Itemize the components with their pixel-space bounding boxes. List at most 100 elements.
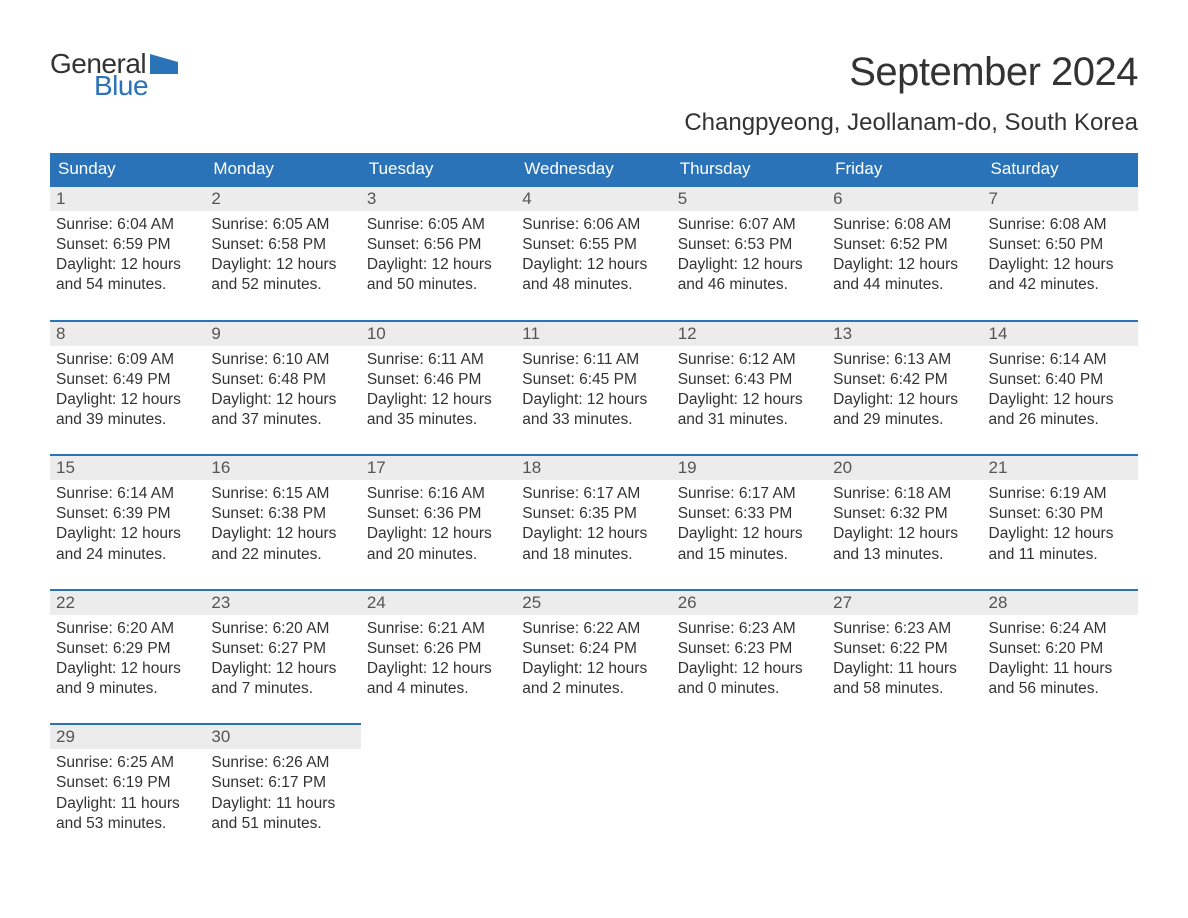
sunset-line: Sunset: 6:43 PM xyxy=(678,370,821,390)
daylight-line: Daylight: 12 hours and 50 minutes. xyxy=(367,255,510,295)
sunset-line: Sunset: 6:19 PM xyxy=(56,773,199,793)
calendar-day: 21Sunrise: 6:19 AMSunset: 6:30 PMDayligh… xyxy=(983,454,1138,565)
daylight-line: Daylight: 12 hours and 22 minutes. xyxy=(211,524,354,564)
day-body: Sunrise: 6:11 AMSunset: 6:45 PMDaylight:… xyxy=(516,346,671,431)
weekday-label: Wednesday xyxy=(516,153,671,185)
calendar-day: 8Sunrise: 6:09 AMSunset: 6:49 PMDaylight… xyxy=(50,320,205,431)
day-body: Sunrise: 6:22 AMSunset: 6:24 PMDaylight:… xyxy=(516,615,671,700)
calendar-day: 28 Sunrise: 6:24 AMSunset: 6:20 PMDayligh… xyxy=(983,589,1138,700)
calendar: Sunday Monday Tuesday Wednesday Thursday… xyxy=(50,153,1138,834)
sunset-line: Sunset: 6:20 PM xyxy=(989,639,1132,659)
day-number: 4 xyxy=(516,185,671,211)
sunset-line: Sunset: 6:27 PM xyxy=(211,639,354,659)
calendar-day: 24Sunrise: 6:21 AMSunset: 6:26 PMDayligh… xyxy=(361,589,516,700)
calendar-day: 10Sunrise: 6:11 AMSunset: 6:46 PMDayligh… xyxy=(361,320,516,431)
day-number: 28 xyxy=(983,589,1138,615)
daylight-line: Daylight: 12 hours and 0 minutes. xyxy=(678,659,821,699)
sunset-line: Sunset: 6:48 PM xyxy=(211,370,354,390)
title-block: September 2024 Changpyeong, Jeollanam-do… xyxy=(684,50,1138,137)
sunset-line: Sunset: 6:35 PM xyxy=(522,504,665,524)
day-number: 2 xyxy=(205,185,360,211)
day-number: 12 xyxy=(672,320,827,346)
sunrise-line: Sunrise: 6:19 AM xyxy=(989,484,1132,504)
sunrise-line: Sunrise: 6:05 AM xyxy=(367,215,510,235)
sunset-line: Sunset: 6:29 PM xyxy=(56,639,199,659)
daylight-line: Daylight: 11 hours and 56 minutes. xyxy=(989,659,1132,699)
calendar-day: 5Sunrise: 6:07 AMSunset: 6:53 PMDaylight… xyxy=(672,185,827,296)
sunrise-line: Sunrise: 6:22 AM xyxy=(522,619,665,639)
sunset-line: Sunset: 6:45 PM xyxy=(522,370,665,390)
sunset-line: Sunset: 6:23 PM xyxy=(678,639,821,659)
daylight-line: Daylight: 12 hours and 37 minutes. xyxy=(211,390,354,430)
daylight-line: Daylight: 12 hours and 4 minutes. xyxy=(367,659,510,699)
sunrise-line: Sunrise: 6:23 AM xyxy=(678,619,821,639)
page-title: September 2024 xyxy=(684,50,1138,95)
daylight-line: Daylight: 12 hours and 33 minutes. xyxy=(522,390,665,430)
day-number: 13 xyxy=(827,320,982,346)
sunrise-line: Sunrise: 6:12 AM xyxy=(678,350,821,370)
daylight-line: Daylight: 12 hours and 2 minutes. xyxy=(522,659,665,699)
calendar-day: 23Sunrise: 6:20 AMSunset: 6:27 PMDayligh… xyxy=(205,589,360,700)
day-number: 19 xyxy=(672,454,827,480)
day-number: 11 xyxy=(516,320,671,346)
calendar-week: 1Sunrise: 6:04 AMSunset: 6:59 PMDaylight… xyxy=(50,185,1138,296)
day-body: Sunrise: 6:11 AMSunset: 6:46 PMDaylight:… xyxy=(361,346,516,431)
sunset-line: Sunset: 6:40 PM xyxy=(989,370,1132,390)
sunrise-line: Sunrise: 6:17 AM xyxy=(678,484,821,504)
sunset-line: Sunset: 6:33 PM xyxy=(678,504,821,524)
calendar-day: 12Sunrise: 6:12 AMSunset: 6:43 PMDayligh… xyxy=(672,320,827,431)
calendar-day: 13Sunrise: 6:13 AMSunset: 6:42 PMDayligh… xyxy=(827,320,982,431)
day-number: 22 xyxy=(50,589,205,615)
day-body: Sunrise: 6:21 AMSunset: 6:26 PMDaylight:… xyxy=(361,615,516,700)
day-body: Sunrise: 6:14 AMSunset: 6:40 PMDaylight:… xyxy=(983,346,1138,431)
calendar-day: 16Sunrise: 6:15 AMSunset: 6:38 PMDayligh… xyxy=(205,454,360,565)
calendar-day: 2Sunrise: 6:05 AMSunset: 6:58 PMDaylight… xyxy=(205,185,360,296)
sunrise-line: Sunrise: 6:08 AM xyxy=(989,215,1132,235)
day-body: Sunrise: 6:20 AMSunset: 6:27 PMDaylight:… xyxy=(205,615,360,700)
sunrise-line: Sunrise: 6:09 AM xyxy=(56,350,199,370)
day-body: Sunrise: 6:18 AMSunset: 6:32 PMDaylight:… xyxy=(827,480,982,565)
daylight-line: Daylight: 12 hours and 20 minutes. xyxy=(367,524,510,564)
sunrise-line: Sunrise: 6:15 AM xyxy=(211,484,354,504)
sunrise-line: Sunrise: 6:18 AM xyxy=(833,484,976,504)
day-number: 14 xyxy=(983,320,1138,346)
day-body: Sunrise: 6:23 AMSunset: 6:23 PMDaylight:… xyxy=(672,615,827,700)
daylight-line: Daylight: 12 hours and 18 minutes. xyxy=(522,524,665,564)
sunrise-line: Sunrise: 6:24 AM xyxy=(989,619,1132,639)
sunset-line: Sunset: 6:32 PM xyxy=(833,504,976,524)
sunset-line: Sunset: 6:24 PM xyxy=(522,639,665,659)
sunset-line: Sunset: 6:55 PM xyxy=(522,235,665,255)
day-body: Sunrise: 6:23 AMSunset: 6:22 PMDaylight:… xyxy=(827,615,982,700)
day-number: 23 xyxy=(205,589,360,615)
sunrise-line: Sunrise: 6:04 AM xyxy=(56,215,199,235)
sunset-line: Sunset: 6:17 PM xyxy=(211,773,354,793)
sunset-line: Sunset: 6:22 PM xyxy=(833,639,976,659)
day-body: Sunrise: 6:08 AMSunset: 6:52 PMDaylight:… xyxy=(827,211,982,296)
sunrise-line: Sunrise: 6:16 AM xyxy=(367,484,510,504)
sunrise-line: Sunrise: 6:11 AM xyxy=(367,350,510,370)
calendar-day: 22Sunrise: 6:20 AMSunset: 6:29 PMDayligh… xyxy=(50,589,205,700)
day-number: 27 xyxy=(827,589,982,615)
flag-icon xyxy=(150,54,178,74)
sunrise-line: Sunrise: 6:10 AM xyxy=(211,350,354,370)
sunrise-line: Sunrise: 6:20 AM xyxy=(56,619,199,639)
day-body: Sunrise: 6:12 AMSunset: 6:43 PMDaylight:… xyxy=(672,346,827,431)
sunrise-line: Sunrise: 6:25 AM xyxy=(56,753,199,773)
sunset-line: Sunset: 6:53 PM xyxy=(678,235,821,255)
calendar-day: 17Sunrise: 6:16 AMSunset: 6:36 PMDayligh… xyxy=(361,454,516,565)
day-number: 30 xyxy=(205,723,360,749)
daylight-line: Daylight: 12 hours and 54 minutes. xyxy=(56,255,199,295)
day-body: Sunrise: 6:10 AMSunset: 6:48 PMDaylight:… xyxy=(205,346,360,431)
day-number: 20 xyxy=(827,454,982,480)
day-body: Sunrise: 6:05 AMSunset: 6:56 PMDaylight:… xyxy=(361,211,516,296)
sunset-line: Sunset: 6:56 PM xyxy=(367,235,510,255)
calendar-day: 30Sunrise: 6:26 AMSunset: 6:17 PMDayligh… xyxy=(205,723,360,834)
day-number: 3 xyxy=(361,185,516,211)
sunrise-line: Sunrise: 6:17 AM xyxy=(522,484,665,504)
calendar-day xyxy=(361,723,516,834)
daylight-line: Daylight: 12 hours and 31 minutes. xyxy=(678,390,821,430)
calendar-day: 15Sunrise: 6:14 AMSunset: 6:39 PMDayligh… xyxy=(50,454,205,565)
sunrise-line: Sunrise: 6:14 AM xyxy=(989,350,1132,370)
daylight-line: Daylight: 12 hours and 24 minutes. xyxy=(56,524,199,564)
sunset-line: Sunset: 6:38 PM xyxy=(211,504,354,524)
